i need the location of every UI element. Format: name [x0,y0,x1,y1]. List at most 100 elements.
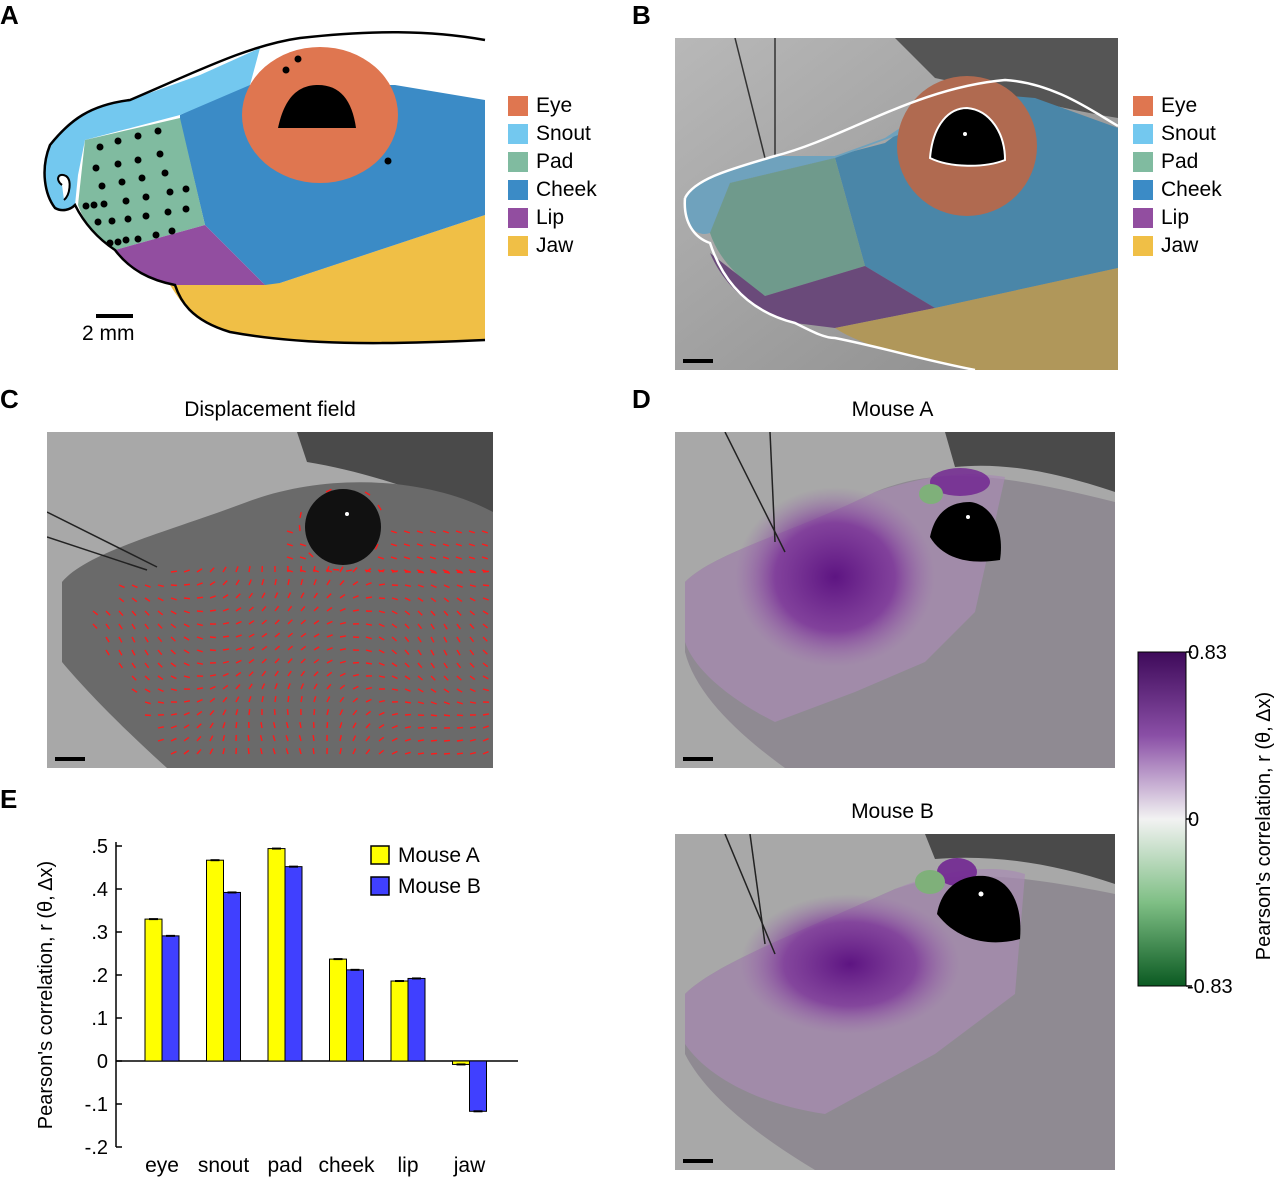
displacement-vector [131,662,136,669]
panel-a-schematic [43,31,486,345]
displacement-vector [482,584,490,587]
displacement-vector [209,685,216,690]
displacement-vector [378,736,385,742]
displacement-vector [248,696,252,703]
legend-swatch-mouse-a [370,845,390,865]
displacement-vector [456,636,461,643]
displacement-vector [131,636,136,643]
displacement-vector [469,662,475,668]
displacement-vector [404,649,410,656]
displacement-vector [430,688,437,693]
displacement-vector [416,569,423,573]
displacement-vector [469,751,476,755]
displacement-vector [170,750,177,755]
bar-mouse-b-pad [284,866,303,1062]
displacement-vector [417,675,423,681]
displacement-vector [404,726,412,729]
colorbar-max-label: 0.83 [1188,642,1227,664]
displacement-vector [183,736,190,742]
displacement-vector [365,649,372,653]
displacement-vector [287,658,293,664]
panel-letter-b: B [632,0,651,30]
displacement-vector [287,683,291,690]
whisker-hair [724,834,776,955]
displacement-vector [365,735,371,742]
displacement-vector [391,675,398,680]
displacement-vector [339,696,345,703]
x-tick-label-eye: eye [145,1154,179,1177]
legend-label: Lip [1161,206,1190,229]
displacement-vector [391,712,398,716]
displacement-vector [455,569,462,573]
displacement-vector [196,582,203,586]
displacement-vector [313,696,317,703]
eye-pupil [278,85,356,128]
displacement-vector [417,649,422,656]
displacement-vector [300,632,307,638]
panel-c-title: Displacement field [184,398,356,421]
colorbar: 0.83 0 -0.83 Pearson's correlation, r (θ… [1137,642,1275,998]
displacement-vector [482,751,489,755]
legend-item-cheek: Cheek [1133,176,1222,204]
displacement-vector [222,684,229,690]
displacement-vector [365,710,372,716]
displacement-vector [157,738,164,742]
displacement-vector [482,610,489,615]
colorbar-gradient [1137,651,1187,987]
displacement-vector [443,662,448,669]
displacement-vector [274,645,281,651]
displacement-vector [403,530,410,534]
panel-letter-a: A [0,0,19,30]
displacement-vector [274,632,281,638]
displacement-vector [287,632,294,638]
displacement-vector [286,569,293,573]
eye-pupil [928,106,1007,167]
displacement-vector [339,747,342,755]
colorbar-min-label: -0.83 [1187,976,1233,998]
displacement-vector [325,569,332,573]
displacement-vector [378,610,385,614]
displacement-vector [209,697,216,703]
eye-glint [966,515,970,519]
displacement-vector [456,701,463,705]
displacement-vector [430,739,438,742]
displacement-vector [222,709,227,716]
displacement-vector [443,571,451,574]
displacement-vector [352,735,357,742]
displacement-vector [456,752,464,755]
x-axis-labels: eye snout pad cheek lip jaw [145,1154,486,1177]
displacement-vector [403,569,410,573]
displacement-vector [259,735,263,742]
legend-item-snout: Snout [1133,120,1222,148]
displacement-vector [274,683,278,690]
displacement-vector [131,623,136,630]
displacement-vector [417,623,423,630]
displacement-vector [170,737,177,742]
displacement-vector [170,662,177,668]
displacement-vector [157,701,165,704]
legend-swatch [508,180,528,200]
panel-letter-d: D [632,384,651,414]
displacement-vector [248,658,255,664]
displacement-vector [339,580,345,586]
displacement-vector [235,593,241,599]
displacement-vector [430,610,436,616]
displacement-vector [157,675,164,681]
displacement-vector [235,684,241,690]
displacement-vector [157,662,163,668]
displacement-vector [308,552,314,558]
jaw-region [170,215,485,344]
displacement-vector [481,569,488,573]
displacement-vector [455,543,462,547]
displacement-vector [183,675,190,679]
displacement-vector [235,709,239,716]
displacement-vector [261,606,267,612]
displacement-vector [430,623,435,630]
displacement-vector [183,724,190,729]
lip-overlay [710,253,935,328]
displacement-vector [378,711,385,716]
displacement-vector [183,649,190,654]
displacement-vector [378,583,386,586]
displacement-vector [416,530,423,534]
displacement-vector [248,579,252,586]
